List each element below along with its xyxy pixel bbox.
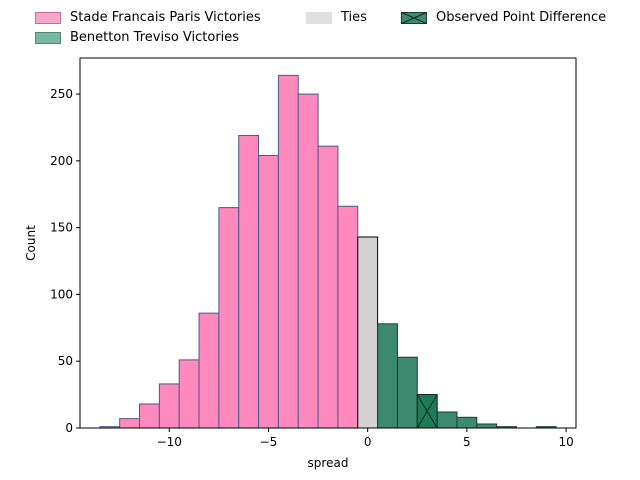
legend-label-ties: Ties xyxy=(341,10,367,25)
legend-item-ties: Ties xyxy=(306,10,367,25)
y-tick-label: 50 xyxy=(58,354,73,368)
bar-benetton-treviso-victories-4 xyxy=(456,416,478,429)
legend-item-observed-point-difference: Observed Point Difference xyxy=(401,10,606,25)
bar-stade-francais-paris-victories-8 xyxy=(258,155,279,429)
x-tick-label: 0 xyxy=(364,435,372,449)
bar-stade-francais-paris-victories-12 xyxy=(337,205,359,429)
bar-hatch-line xyxy=(416,394,438,429)
legend-swatch-benetton-treviso xyxy=(35,31,61,44)
bar-stade-francais-paris-victories-2 xyxy=(139,403,160,429)
bar-benetton-treviso-victories-1 xyxy=(396,356,418,429)
y-tick-label: 150 xyxy=(50,221,73,235)
x-tick-label: 5 xyxy=(463,435,471,449)
bar-benetton-treviso-victories-3 xyxy=(436,411,458,429)
bar-stade-francais-paris-victories-9 xyxy=(277,74,299,429)
legend-swatch-observed-hatched xyxy=(401,11,427,24)
x-tick-label: 10 xyxy=(558,435,573,449)
bar-stade-francais-paris-victories-4 xyxy=(178,359,200,429)
x-tick-label: −10 xyxy=(157,435,182,449)
x-axis-label: spread xyxy=(308,456,349,470)
plot-frame xyxy=(79,57,577,429)
legend-swatch-ties xyxy=(306,11,332,24)
bar-stade-francais-paris-victories-1 xyxy=(119,418,141,429)
bar-stade-francais-paris-victories-11 xyxy=(317,145,339,429)
bar-ties-0 xyxy=(357,236,379,429)
x-tick-label: −5 xyxy=(260,435,278,449)
y-tick-label: 250 xyxy=(50,87,73,101)
bar-stade-francais-paris-victories-5 xyxy=(198,312,220,429)
y-axis-label: Count xyxy=(24,225,38,261)
legend-label-stade-francais: Stade Francais Paris Victories xyxy=(70,10,261,25)
y-tick-label: 200 xyxy=(50,154,73,168)
histogram-bars xyxy=(99,74,557,429)
legend-label-observed-point-difference: Observed Point Difference xyxy=(436,10,607,25)
y-tick-label: 100 xyxy=(50,287,73,301)
legend-item-stade-francais: Stade Francais Paris Victories xyxy=(35,10,261,25)
bar-benetton-treviso-victories-5 xyxy=(476,423,498,429)
bar-benetton-treviso-victories-0 xyxy=(377,323,398,429)
bar-stade-francais-paris-victories-6 xyxy=(218,207,240,429)
legend-swatch-stade-francais xyxy=(35,11,61,24)
legend-item-benetton-treviso: Benetton Treviso Victories xyxy=(35,30,239,45)
legend-label-benetton-treviso: Benetton Treviso Victories xyxy=(70,30,240,45)
bar-stade-francais-paris-victories-3 xyxy=(158,383,180,429)
bar-stade-francais-paris-victories-10 xyxy=(297,93,319,429)
bar-stade-francais-paris-victories-7 xyxy=(238,134,260,429)
y-tick-label: 0 xyxy=(65,421,73,435)
